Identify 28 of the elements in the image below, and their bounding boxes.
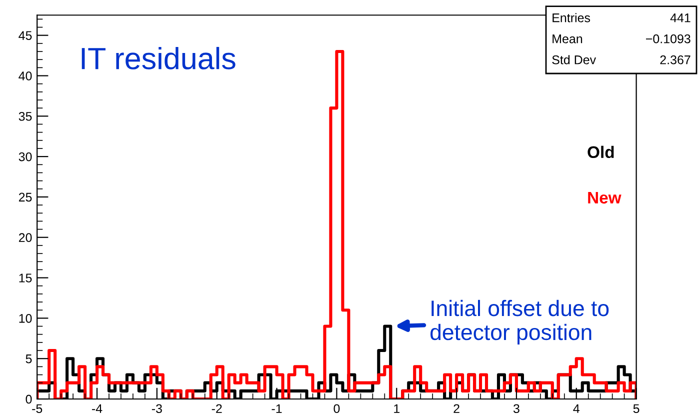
text: IT residuals: [82, 46, 236, 70]
y-tick-label: 45: [18, 31, 32, 40]
text: Old: [588, 146, 614, 158]
x-tick-label: 4: [573, 404, 580, 413]
x-tick-label: -4: [92, 404, 102, 413]
text: Std Dev 2.367: [552, 55, 690, 64]
y-tick-label: 30: [18, 152, 32, 162]
y-tick-label: 25: [18, 192, 32, 202]
x-tick-label: 5: [633, 404, 640, 414]
annotation: Initial offset due to detector position: [430, 300, 609, 345]
x-tick-label: -5: [32, 404, 42, 414]
y-tick-label: 0: [26, 394, 32, 404]
text: Entries 441: [552, 13, 690, 22]
y-tick-label: 35: [18, 112, 32, 121]
x-tick-label: -3: [152, 404, 162, 414]
y-tick-label: 5: [26, 354, 32, 364]
y-tick-label: 10: [19, 314, 32, 323]
text: New: [588, 192, 622, 204]
x-tick-label: 1: [394, 404, 400, 413]
text: Mean −0.1093: [552, 34, 690, 44]
y-tick-label: 15: [19, 274, 32, 282]
x-tick-label: -1: [272, 404, 282, 413]
x-tick-label: 2: [454, 404, 460, 413]
x-tick-label: -2: [212, 404, 222, 413]
x-tick-label: 0: [334, 404, 340, 414]
x-tick-label: 3: [513, 404, 520, 414]
y-tick-label: 40: [18, 72, 32, 80]
y-tick-label: 20: [18, 233, 32, 242]
